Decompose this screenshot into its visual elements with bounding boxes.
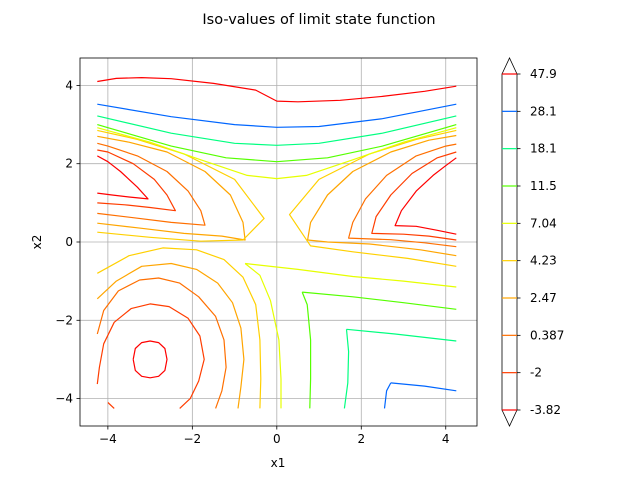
x-tick-label: −4: [99, 432, 117, 446]
colorbar-tick-label: 4.23: [530, 254, 557, 268]
contour-line: [244, 263, 282, 409]
contour-line: [97, 129, 265, 242]
contour-line: [97, 142, 206, 226]
contour-line: [346, 328, 457, 342]
y-tick-label: 2: [65, 157, 73, 171]
contour-line: [96, 262, 245, 409]
contour-line: [96, 277, 227, 409]
x-tick-label: 0: [273, 432, 281, 446]
colorbar: -3.82 -2 0.387 2.47 4.23 7.04 11.5 18.1 28.1 47.9: [501, 57, 564, 427]
colorbar-tick-label: -2: [530, 366, 542, 380]
colorbar-tick-label: 7.04: [530, 216, 557, 230]
y-tick-label: 4: [65, 78, 73, 92]
contour-line: [97, 135, 246, 241]
contour-line: [383, 382, 392, 409]
contour-line: [97, 103, 457, 128]
contour-line: [390, 382, 457, 392]
contour-line: [302, 291, 457, 310]
colorbar-extend-bottom: [501, 409, 518, 427]
x-tick-label: 4: [442, 432, 450, 446]
contour-lines: [96, 77, 457, 409]
contour-line: [97, 124, 457, 163]
contour-line: [343, 329, 350, 409]
colorbar-tick-label: 2.47: [530, 291, 557, 305]
colorbar-tick-label: 28.1: [530, 104, 557, 118]
contour-line: [288, 129, 457, 267]
contour-line: [97, 127, 457, 180]
colorbar-tick-label: 0.387: [530, 328, 564, 342]
contour-line: [307, 134, 457, 257]
colorbar-frame: [501, 73, 518, 411]
contour-line: [97, 149, 176, 212]
colorbar-tick-label: 47.9: [530, 67, 557, 81]
colorbar-tick-label: 11.5: [530, 179, 557, 193]
contour-line: [97, 115, 457, 146]
contour-line: [394, 157, 457, 235]
colorbar-extend-top: [501, 57, 518, 75]
contour-line: [97, 247, 262, 409]
y-axis-label: x2: [30, 235, 44, 250]
x-tick-label: −2: [183, 432, 201, 446]
y-ticks: −4 −2 0 2 4: [55, 78, 80, 406]
contour-line: [371, 151, 457, 241]
contour-line: [348, 143, 457, 248]
x-ticks: −4 −2 0 2 4: [99, 426, 450, 446]
colorbar-tick-label: -3.82: [530, 403, 561, 417]
y-tick-label: 0: [65, 235, 73, 249]
contour-line: [97, 77, 457, 103]
x-tick-label: 2: [357, 432, 365, 446]
contour-line: [245, 262, 457, 288]
contour-line: [107, 402, 115, 409]
y-tick-label: −2: [55, 313, 73, 327]
y-tick-label: −4: [55, 392, 73, 406]
contour-line: [132, 340, 168, 379]
colorbar-tick-label: 18.1: [530, 142, 557, 156]
contour-line: [97, 155, 149, 200]
chart-title: Iso-values of limit state function: [202, 12, 435, 28]
contour-line: [96, 303, 205, 409]
x-axis-label: x1: [271, 456, 286, 470]
contour-line: [301, 291, 312, 409]
